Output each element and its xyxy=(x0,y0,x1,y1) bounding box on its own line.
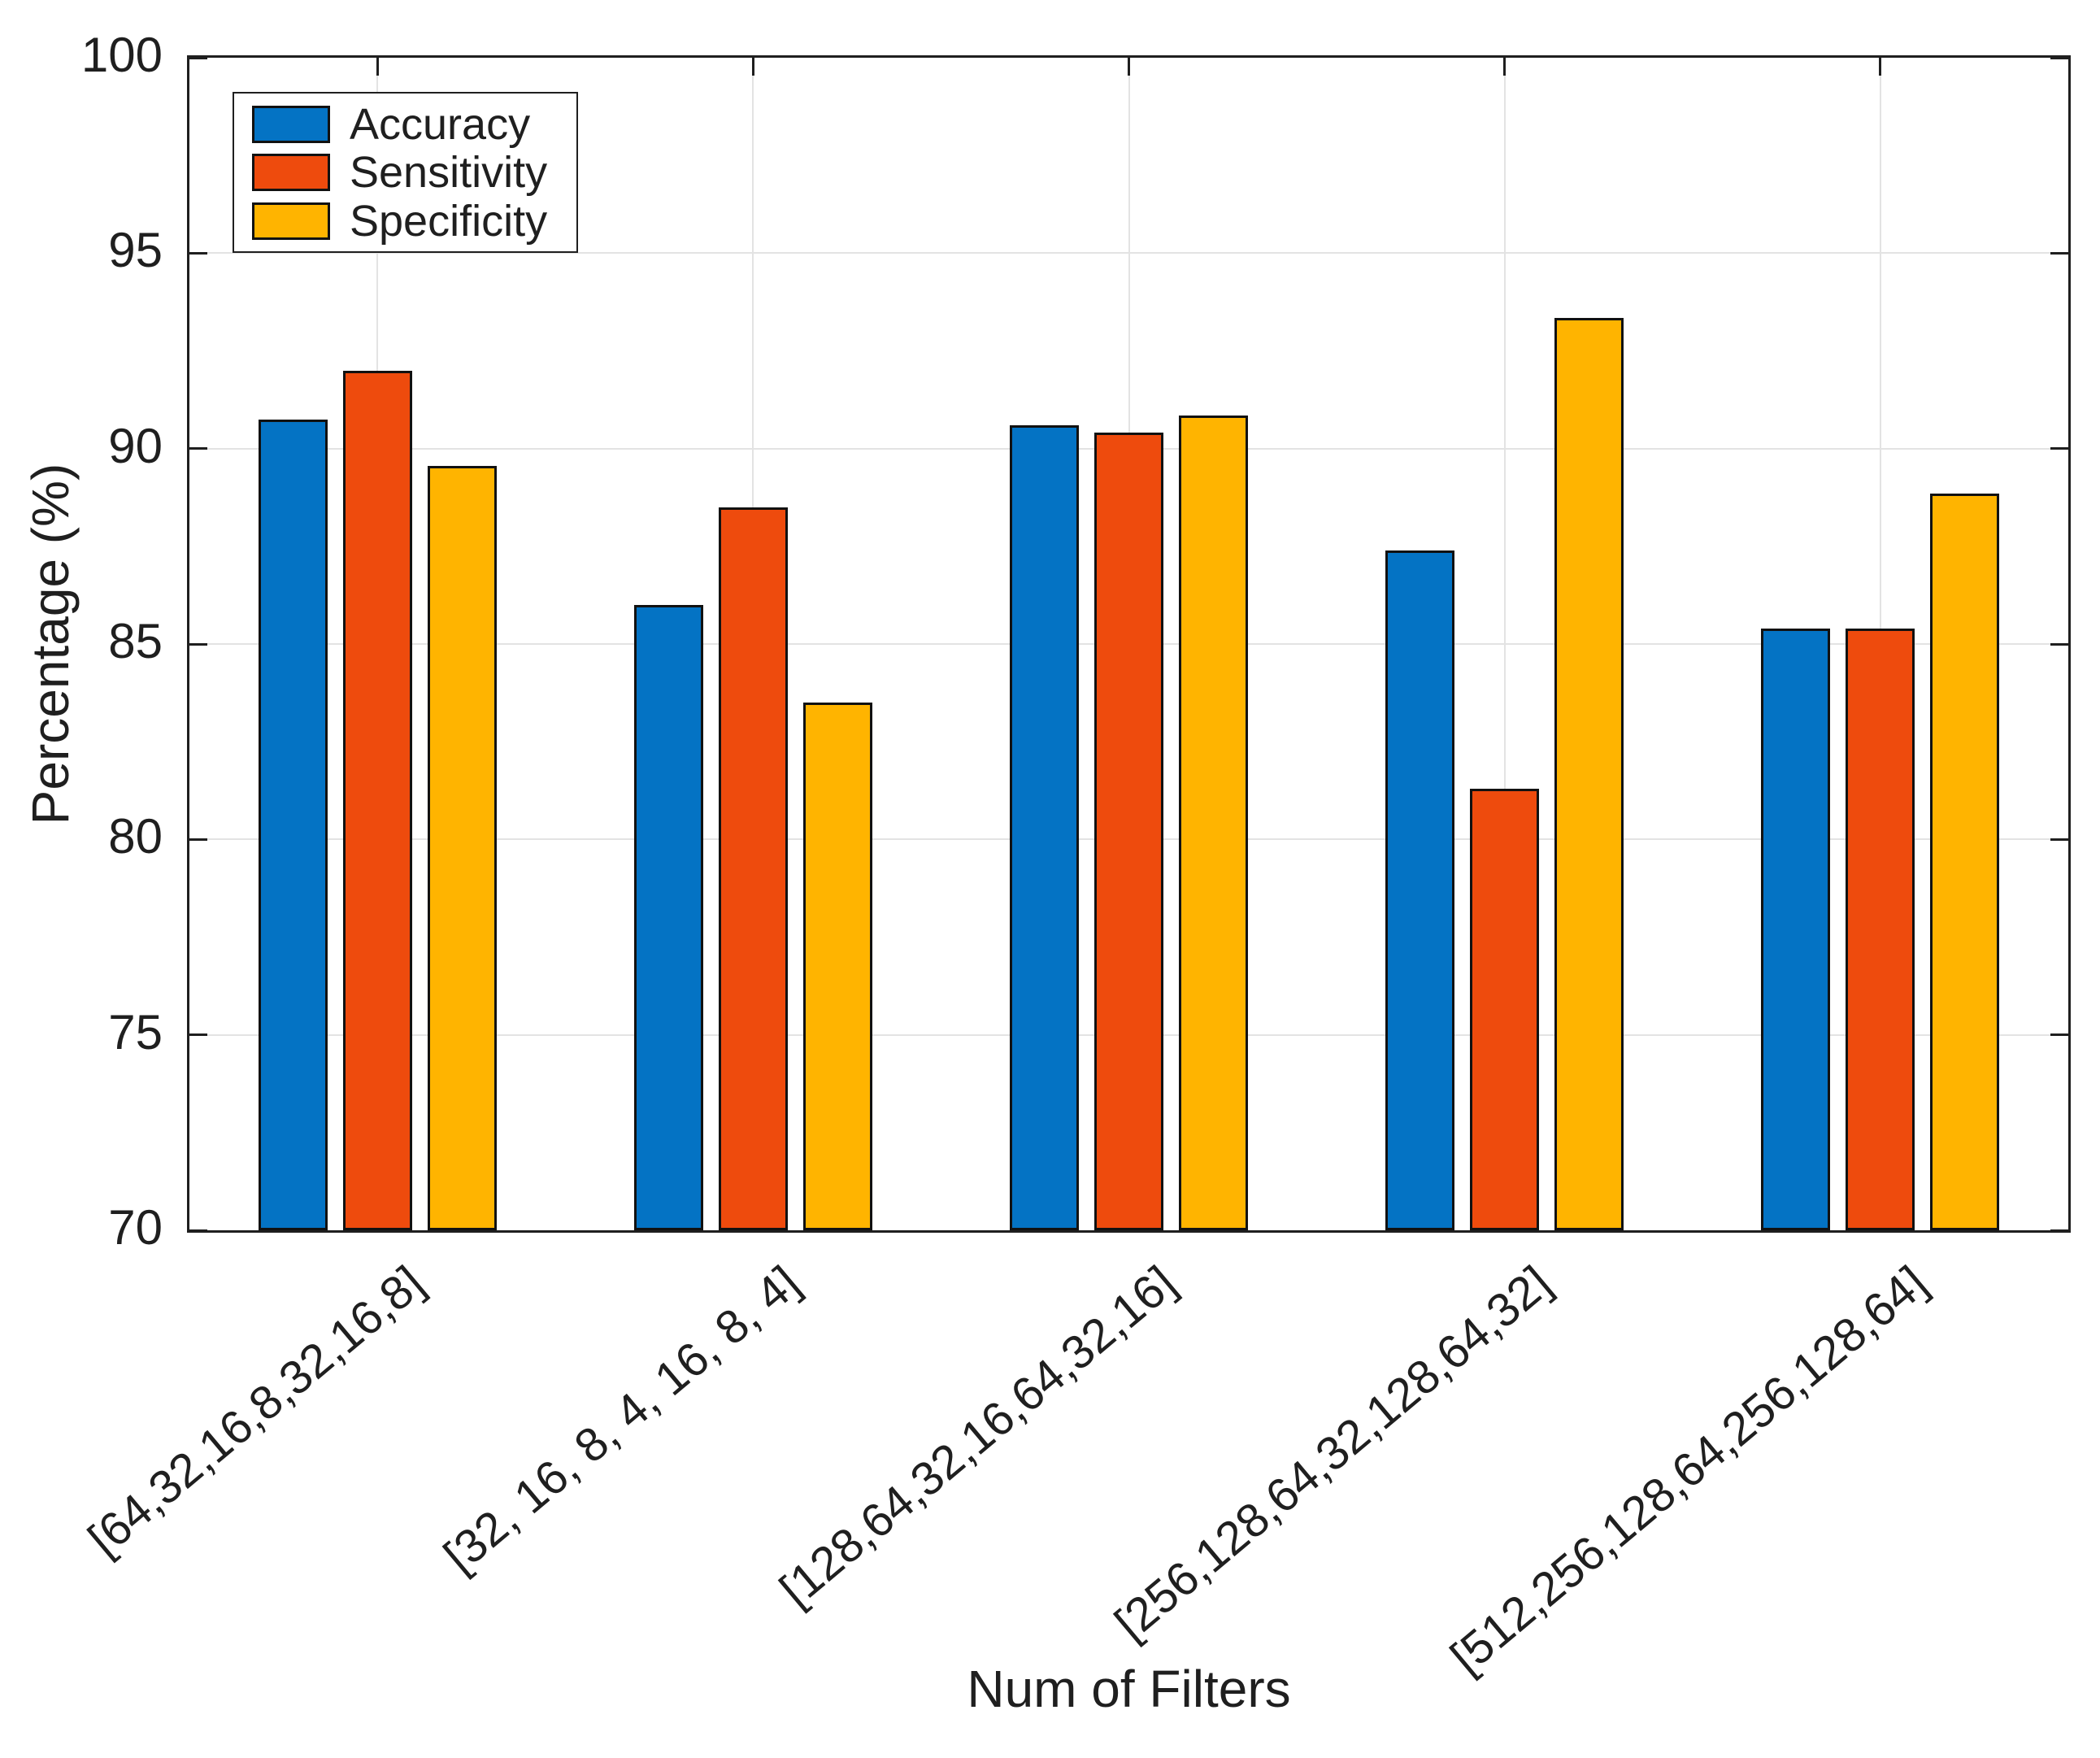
bar-specificity xyxy=(1554,317,1624,1230)
y-tick-mark-right xyxy=(2050,447,2068,450)
x-tick-label: [256,128,64,32,128,64,32] xyxy=(1105,1255,1562,1651)
legend-swatch-accuracy-icon xyxy=(252,105,330,143)
x-tick-label: [32, 16, 8, 4, 16, 8, 4] xyxy=(434,1255,810,1583)
x-gridline xyxy=(1503,58,1506,1230)
y-tick-mark xyxy=(189,838,207,841)
legend-label-specificity: Specificity xyxy=(350,196,548,246)
bar-sensitivity xyxy=(1094,433,1163,1230)
legend-swatch-specificity-icon xyxy=(252,202,330,240)
bar-specificity xyxy=(427,466,497,1230)
x-tick-mark-top xyxy=(376,58,379,76)
x-tick-mark-top xyxy=(1503,58,1507,76)
y-tick-label: 100 xyxy=(80,28,163,82)
legend: Accuracy Sensitivity Specificity xyxy=(233,92,578,253)
x-tick-label: [128,64,32,16,64,32,16] xyxy=(769,1255,1185,1617)
x-tick-mark-top xyxy=(1128,58,1130,76)
bar-sensitivity xyxy=(718,507,788,1230)
bar-sensitivity xyxy=(342,370,412,1230)
bar-specificity xyxy=(1930,493,2000,1230)
y-tick-label: 75 xyxy=(108,1004,163,1060)
y-tick-mark xyxy=(189,56,207,59)
y-tick-mark-right xyxy=(2050,56,2068,59)
legend-label-accuracy: Accuracy xyxy=(350,99,531,149)
x-axis-title: Num of Filters xyxy=(967,1660,1291,1718)
y-tick-mark xyxy=(189,1033,207,1037)
y-tick-mark-right xyxy=(2050,1033,2068,1037)
bar-specificity xyxy=(802,703,872,1230)
y-tick-label: 95 xyxy=(108,223,163,278)
bar-accuracy xyxy=(1385,550,1455,1230)
plot-area: Accuracy Sensitivity Specificity xyxy=(187,55,2071,1233)
bar-accuracy xyxy=(633,604,703,1230)
bar-sensitivity xyxy=(1470,788,1540,1230)
bar-accuracy xyxy=(1761,628,1831,1230)
y-tick-label: 80 xyxy=(108,809,163,864)
y-tick-mark-right xyxy=(2050,642,2068,646)
bar-accuracy xyxy=(1010,424,1079,1230)
legend-swatch-sensitivity-icon xyxy=(252,154,330,191)
legend-entry-accuracy: Accuracy xyxy=(234,102,576,147)
legend-entry-sensitivity: Sensitivity xyxy=(234,150,576,195)
legend-label-sensitivity: Sensitivity xyxy=(350,148,548,197)
x-tick-mark-top xyxy=(751,58,754,76)
y-tick-label: 90 xyxy=(108,418,163,473)
bar-sensitivity xyxy=(1846,628,1915,1230)
y-tick-mark xyxy=(189,642,207,646)
x-tick-mark-top xyxy=(1879,58,1882,76)
bar-specificity xyxy=(1179,415,1248,1230)
y-tick-mark-right xyxy=(2050,838,2068,841)
y-tick-mark xyxy=(189,1229,207,1232)
bar-accuracy xyxy=(258,419,328,1230)
y-tick-mark-right xyxy=(2050,1229,2068,1232)
y-tick-mark xyxy=(189,251,207,255)
y-tick-label: 85 xyxy=(108,614,163,668)
legend-entry-specificity: Specificity xyxy=(234,198,576,244)
y-tick-mark-right xyxy=(2050,251,2068,255)
y-tick-label: 70 xyxy=(108,1200,163,1255)
x-tick-label: [64,32,16,8,32,16,8] xyxy=(78,1255,434,1566)
y-tick-mark xyxy=(189,447,207,450)
